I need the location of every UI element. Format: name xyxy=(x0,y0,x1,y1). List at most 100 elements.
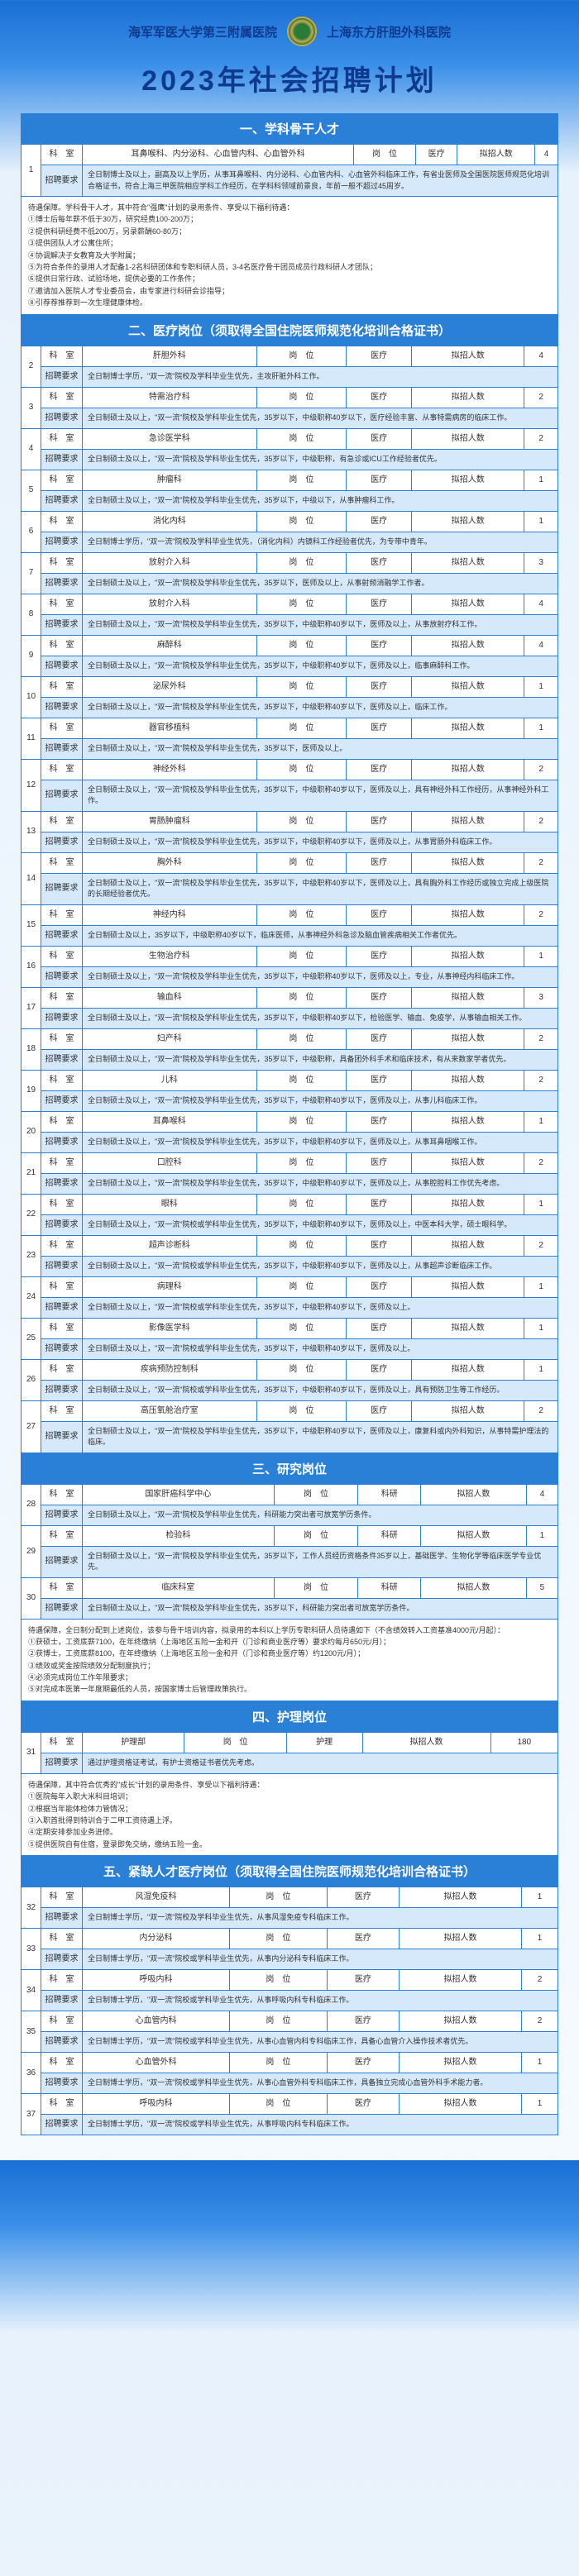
pos-label: 岗 位 xyxy=(256,511,346,532)
cnt-value: 4 xyxy=(524,594,558,614)
cnt-label: 拟招人数 xyxy=(400,2094,522,2115)
cnt-value: 1 xyxy=(524,1111,558,1132)
dept-value: 肿瘤科 xyxy=(83,470,257,490)
cnt-value: 1 xyxy=(524,511,558,532)
cnt-label: 拟招人数 xyxy=(412,346,524,366)
type-value: 科研 xyxy=(358,1525,421,1546)
page-header: 海军军医大学第三附属医院 上海东方肝胆外科医院 2023年社会招聘计划 xyxy=(21,17,558,98)
dept-value: 放射介入科 xyxy=(83,594,257,614)
type-value: 医疗 xyxy=(327,2053,399,2073)
dept-value: 胃肠肿瘤科 xyxy=(83,811,257,832)
cnt-value: 2 xyxy=(521,2011,557,2032)
pos-label: 岗 位 xyxy=(256,635,346,656)
cnt-value: 5 xyxy=(526,1577,557,1598)
cnt-value: 4 xyxy=(535,145,558,165)
type-value: 医疗 xyxy=(327,2011,399,2032)
section-1-table: 1 科 室 耳鼻喉科、内分泌科、心血管内科、心血管外科 岗 位 医疗 拟招人数 … xyxy=(21,144,558,197)
cnt-value: 2 xyxy=(524,1400,558,1421)
dept-label: 科 室 xyxy=(41,552,83,573)
type-value: 医疗 xyxy=(347,594,412,614)
dept-label: 科 室 xyxy=(41,1970,83,1991)
pos-label: 岗 位 xyxy=(230,2011,328,2032)
pos-label: 岗 位 xyxy=(230,1929,328,1949)
dept-value: 超声诊断科 xyxy=(83,1235,257,1256)
req-text: 全日制硕士及以上，"双一流"院校或学科毕业生优先，35岁以下，中级职称40岁以下… xyxy=(83,1297,558,1318)
cnt-label: 拟招人数 xyxy=(412,552,524,573)
cnt-label: 拟招人数 xyxy=(400,2011,522,2032)
req-text: 全日制硕士及以上，"双一流"院校及学科毕业生优先，35岁以下，中级职称，有急诊或… xyxy=(83,449,558,470)
row-num: 34 xyxy=(22,1970,41,2011)
req-label: 招聘要求 xyxy=(41,449,83,470)
dept-value: 神经外科 xyxy=(83,759,257,780)
type-value: 医疗 xyxy=(347,511,412,532)
type-value: 医疗 xyxy=(327,1970,399,1991)
req-label: 招聘要求 xyxy=(41,1753,83,1773)
req-label: 招聘要求 xyxy=(41,1173,83,1194)
req-label: 招聘要求 xyxy=(41,1908,83,1929)
req-text: 全日制硕士及以上，"双一流"院校及学科毕业生优先，35岁以下，中级职称40岁以下… xyxy=(83,697,558,718)
type-value: 医疗 xyxy=(347,1276,412,1297)
req-label: 招聘要求 xyxy=(41,656,83,676)
row-num: 14 xyxy=(22,852,41,904)
cnt-value: 1 xyxy=(521,2053,557,2073)
req-text: 全日制硕士及以上，"双一流"院校及学科毕业生优先，35岁以下，中级职称40岁以下… xyxy=(83,408,558,428)
dept-label: 科 室 xyxy=(41,1525,83,1546)
dept-label: 科 室 xyxy=(41,1484,83,1505)
type-value: 医疗 xyxy=(347,1400,412,1421)
row-num: 5 xyxy=(22,470,41,511)
req-label: 招聘要求 xyxy=(41,1598,83,1619)
req-label: 招聘要求 xyxy=(41,697,83,718)
cnt-label: 拟招人数 xyxy=(412,594,524,614)
req-text: 全日制硕士及以上，"双一流"院校及学科毕业生优先，科研能力突出者可放宽学历条件。 xyxy=(83,1505,558,1525)
cnt-label: 拟招人数 xyxy=(412,635,524,656)
req-label: 招聘要求 xyxy=(41,2073,83,2094)
row-num: 9 xyxy=(22,635,41,676)
dept-value: 神经内科 xyxy=(83,904,257,925)
pos-label: 岗 位 xyxy=(256,852,346,873)
row-num: 1 xyxy=(22,145,41,197)
req-label: 招聘要求 xyxy=(41,1132,83,1152)
type-value: 医疗 xyxy=(327,1887,399,1908)
req-label: 招聘要求 xyxy=(41,738,83,759)
req-text: 全日制博士学历，"双一流"院校或学科毕业生优先，从事内分泌科专科临床工作。 xyxy=(83,1949,558,1970)
dept-label: 科 室 xyxy=(41,1929,83,1949)
dept-value: 临床科室 xyxy=(83,1577,275,1598)
type-value: 医疗 xyxy=(347,1359,412,1380)
pos-label: 岗 位 xyxy=(256,594,346,614)
cnt-label: 拟招人数 xyxy=(412,1359,524,1380)
pos-label: 岗 位 xyxy=(230,1970,328,1991)
req-text: 全日制硕士及以上，"双一流"院校及学科毕业生优先，35岁以下，工作人员经历资格条… xyxy=(83,1546,558,1577)
req-text: 全日制硕士及以上，"双一流"院校及学科毕业生优先，35岁以下，中级职称40岁以下… xyxy=(83,1132,558,1152)
type-value: 医疗 xyxy=(347,1235,412,1256)
type-value: 医疗 xyxy=(347,1194,412,1214)
cnt-label: 拟招人数 xyxy=(412,1318,524,1338)
cnt-value: 2 xyxy=(524,428,558,449)
req-text: 全日制硕士及以上，"双一流"院校及学科毕业生优先，35岁以下，中级职称40岁以下… xyxy=(83,966,558,987)
cnt-label: 拟招人数 xyxy=(412,811,524,832)
req-text: 全日制硕士及以上，"双一流"院校及学科毕业生优先，35岁以下，中级职称40岁以下… xyxy=(83,1421,558,1453)
type-value: 医疗 xyxy=(347,635,412,656)
req-text: 全日制硕士及以上，"双一流"院校及学科毕业生优先，35岁以下，中级职称40岁以下… xyxy=(83,1008,558,1028)
cnt-value: 1 xyxy=(524,1318,558,1338)
dept-value: 呼吸内科 xyxy=(83,2094,230,2115)
cnt-value: 1 xyxy=(524,1194,558,1214)
req-label: 招聘要求 xyxy=(41,532,83,552)
page-title: 2023年社会招聘计划 xyxy=(21,58,558,98)
dept-value: 风湿免疫科 xyxy=(83,1887,230,1908)
req-text: 全日制硕士及以上，"双一流"院校及学科毕业生优先，35岁以下，中级以下，从事肿瘤… xyxy=(83,490,558,511)
dept-value: 耳鼻喉科、内分泌科、心血管内科、心血管外科 xyxy=(83,145,354,165)
dept-label: 科 室 xyxy=(41,511,83,532)
row-num: 6 xyxy=(22,511,41,552)
req-label: 招聘要求 xyxy=(41,1008,83,1028)
row-num: 2 xyxy=(22,346,41,387)
row-num: 25 xyxy=(22,1318,41,1359)
section-3-title: 三、研究岗位 xyxy=(21,1453,558,1484)
row-num: 20 xyxy=(22,1111,41,1152)
dept-label: 科 室 xyxy=(41,759,83,780)
dept-value: 肝胆外科 xyxy=(83,346,257,366)
cnt-value: 4 xyxy=(524,346,558,366)
cnt-value: 2 xyxy=(524,1028,558,1049)
pos-label: 岗 位 xyxy=(354,145,416,165)
req-label: 招聘要求 xyxy=(41,1214,83,1235)
req-text: 全日制硕士及以上，"双一流"院校或学科毕业生优先，35岁以下，中级职称40岁以下… xyxy=(83,1338,558,1359)
